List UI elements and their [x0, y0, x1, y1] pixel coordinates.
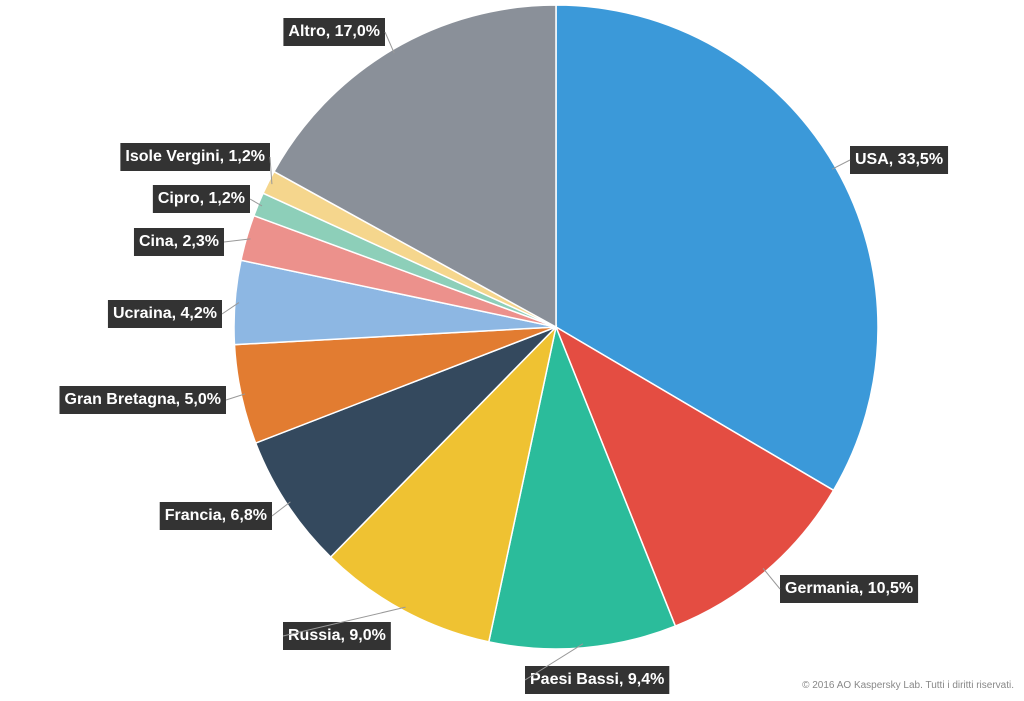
leader-line	[221, 302, 240, 315]
data-label: Ucraina, 4,2%	[113, 305, 217, 322]
label-box	[283, 622, 391, 650]
data-label: Paesi Bassi, 9,4%	[530, 671, 664, 688]
data-label: Isole Vergini, 1,2%	[125, 148, 265, 165]
label-box	[780, 575, 919, 603]
leader-line	[271, 501, 291, 517]
label-box	[850, 146, 949, 174]
leader-line	[249, 198, 263, 207]
label-box	[133, 228, 224, 256]
data-label: Cina, 2,3%	[139, 233, 219, 250]
leader-line	[225, 393, 246, 401]
data-label: Altro, 17,0%	[288, 23, 380, 40]
label-box	[283, 18, 385, 46]
pie-slice	[329, 324, 558, 643]
leader-line	[384, 31, 395, 54]
label-box	[159, 502, 272, 530]
labels: USA, 33,5% Germania, 10,5% Paesi Bassi, 9,…	[59, 18, 949, 694]
leader-line	[524, 643, 584, 681]
leader-line	[762, 567, 781, 590]
label-box	[525, 666, 670, 694]
data-label: USA, 33,5%	[855, 151, 943, 168]
data-label: Cipro, 1,2%	[158, 190, 245, 207]
label-box	[152, 185, 250, 213]
pie-slice	[487, 324, 677, 650]
label-box	[59, 386, 226, 414]
leader-line	[282, 606, 406, 637]
label-box	[107, 300, 222, 328]
data-label: Francia, 6,8%	[165, 507, 267, 524]
data-label: Gran Bretagna, 5,0%	[65, 391, 222, 408]
copyright: © 2016 AO Kaspersky Lab. Tutti i diritti…	[802, 680, 1014, 691]
leader-line	[831, 159, 851, 170]
data-label: Russia, 9,0%	[288, 627, 386, 644]
leader-line	[269, 156, 273, 185]
leader-line	[223, 238, 251, 243]
label-box	[120, 143, 270, 171]
data-label: Germania, 10,5%	[785, 580, 913, 597]
